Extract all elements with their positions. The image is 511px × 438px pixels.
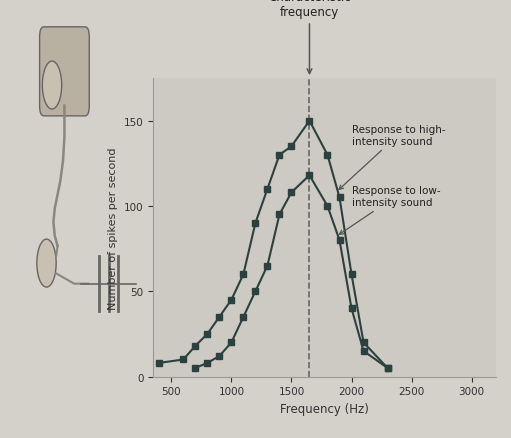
X-axis label: Frequency (Hz): Frequency (Hz): [280, 402, 369, 415]
FancyBboxPatch shape: [40, 28, 89, 117]
Text: Response to low-
intensity sound: Response to low- intensity sound: [339, 186, 440, 235]
Y-axis label: Number of spikes per second: Number of spikes per second: [108, 147, 118, 309]
Circle shape: [42, 62, 62, 110]
Text: Characteristic
frequency: Characteristic frequency: [268, 0, 351, 74]
Circle shape: [37, 240, 56, 287]
Text: Response to high-
intensity sound: Response to high- intensity sound: [339, 125, 445, 190]
